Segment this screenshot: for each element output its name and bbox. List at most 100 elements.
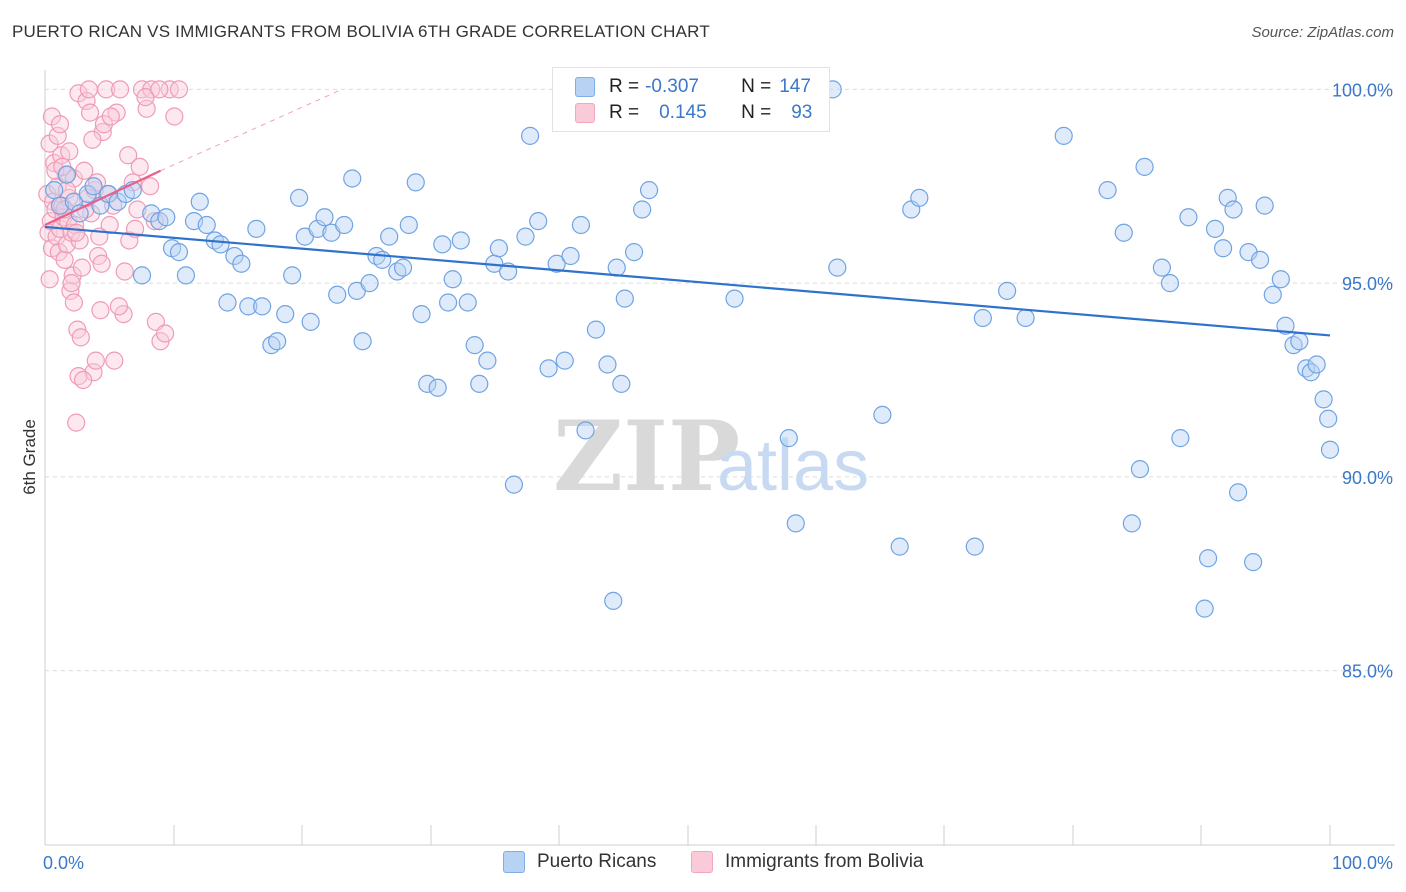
puerto-rican-point [335,215,354,235]
bolivia-point [136,88,155,107]
puerto-rican-point [418,374,437,393]
puerto-rican-point [520,126,540,145]
bolivia-point [115,262,134,281]
puerto-rican-point [438,293,458,312]
puerto-rican-point [612,374,631,393]
puerto-rican-point [328,285,347,304]
puerto-rican-point [504,475,524,494]
bolivia-point [91,301,110,320]
bottom-legend-bolivia: Immigrants from Bolivia [691,851,924,873]
puerto-rican-point [910,188,929,207]
bolivia-point [40,270,59,289]
grid-lines [45,88,1395,672]
puerto-rican-point [412,305,431,324]
puerto-rican-point [276,305,295,324]
bolivia-point [79,80,98,99]
puerto-rican-point [1198,549,1218,568]
puerto-rican-point [1213,239,1233,258]
puerto-rican-point [1179,208,1198,227]
chart-title: PUERTO RICAN VS IMMIGRANTS FROM BOLIVIA … [12,22,710,41]
puerto-rican-point [624,243,644,262]
bottom-legend-label-bolivia: Immigrants from Bolivia [725,851,924,872]
puerto-rican-point [1135,157,1154,176]
trend-line-bolivia [44,169,161,226]
puerto-rican-point [283,266,302,285]
legend-row-bolivia: R = 0.145 N = 93 [575,101,812,125]
puerto-rican-point [561,246,580,266]
puerto-rican-point [1171,429,1190,448]
bolivia-point [101,107,120,126]
puerto-rican-point [786,514,805,533]
legend-r-value-puerto-ricans: -0.307 [645,76,699,97]
puerto-rican-point [576,421,595,440]
bolivia-point [67,413,86,432]
puerto-rican-point [1218,188,1237,207]
puerto-rican-point [1054,126,1073,145]
puerto-rican-point [1271,270,1290,289]
chart-source: Source: ZipAtlas.com [1251,24,1394,41]
puerto-rican-point [1320,440,1340,459]
x-tick-label-min: 0.0% [43,853,84,873]
bolivia-point [72,258,92,277]
puerto-rican-point [604,591,623,610]
puerto-rican-point [380,227,399,246]
puerto-rican-point [70,204,89,223]
puerto-rican-point [465,336,484,355]
puerto-rican-points [45,80,1340,618]
puerto-rican-point [1205,219,1225,238]
bolivia-point [105,351,124,370]
bolivia-point [160,80,179,99]
puerto-rican-point [571,215,591,235]
puerto-rican-point [1276,316,1295,335]
puerto-rican-point [84,177,103,196]
puerto-rican-point [586,320,606,339]
puerto-rican-point [1250,250,1270,269]
puerto-rican-point [779,429,798,448]
puerto-rican-point [633,200,652,219]
puerto-rican-point [253,297,272,316]
puerto-rican-point [470,374,489,393]
puerto-rican-point [301,312,320,331]
bolivia-point [75,161,94,180]
puerto-rican-point [1130,460,1150,479]
legend-n-value-puerto-ricans: 147 [779,76,811,97]
bolivia-point [55,250,74,269]
x-tick-label-max: 100.0% [1332,853,1393,873]
puerto-rican-point [308,219,327,238]
legend-r-label: R = [609,76,640,97]
bolivia-point [92,254,111,273]
bolivia-point [156,324,175,343]
puerto-rican-point [360,274,379,293]
puerto-rican-point [458,293,477,312]
puerto-rican-point [1114,223,1133,242]
bolivia-point [128,200,147,219]
puerto-rican-point [539,359,558,378]
puerto-rican-point [1195,599,1214,618]
bottom-legend-puerto-ricans: Puerto Ricans [503,851,656,873]
bolivia-point [130,157,149,176]
legend-r-label: R = [609,102,640,123]
bolivia-point [60,142,79,161]
puerto-rican-point [428,378,447,397]
puerto-rican-point [399,215,418,235]
puerto-rican-point [873,405,892,424]
puerto-rican-point [478,351,497,370]
puerto-rican-point [393,258,413,277]
y-tick-label: 85.0% [1342,662,1393,682]
puerto-rican-point [57,165,77,184]
puerto-rican-point [353,332,372,351]
legend-n-value-bolivia: 93 [791,102,813,123]
puerto-rican-point [828,258,847,277]
bolivia-point [77,91,96,111]
bolivia-point [67,223,86,242]
y-tick-label: 95.0% [1342,274,1393,294]
puerto-rican-point [433,235,452,254]
bolivia-point [94,115,114,134]
bolivia-point [48,126,67,145]
puerto-rican-point [965,537,984,556]
puerto-rican-point [343,169,362,188]
puerto-rican-point [1319,409,1338,428]
puerto-rican-point [607,258,626,277]
